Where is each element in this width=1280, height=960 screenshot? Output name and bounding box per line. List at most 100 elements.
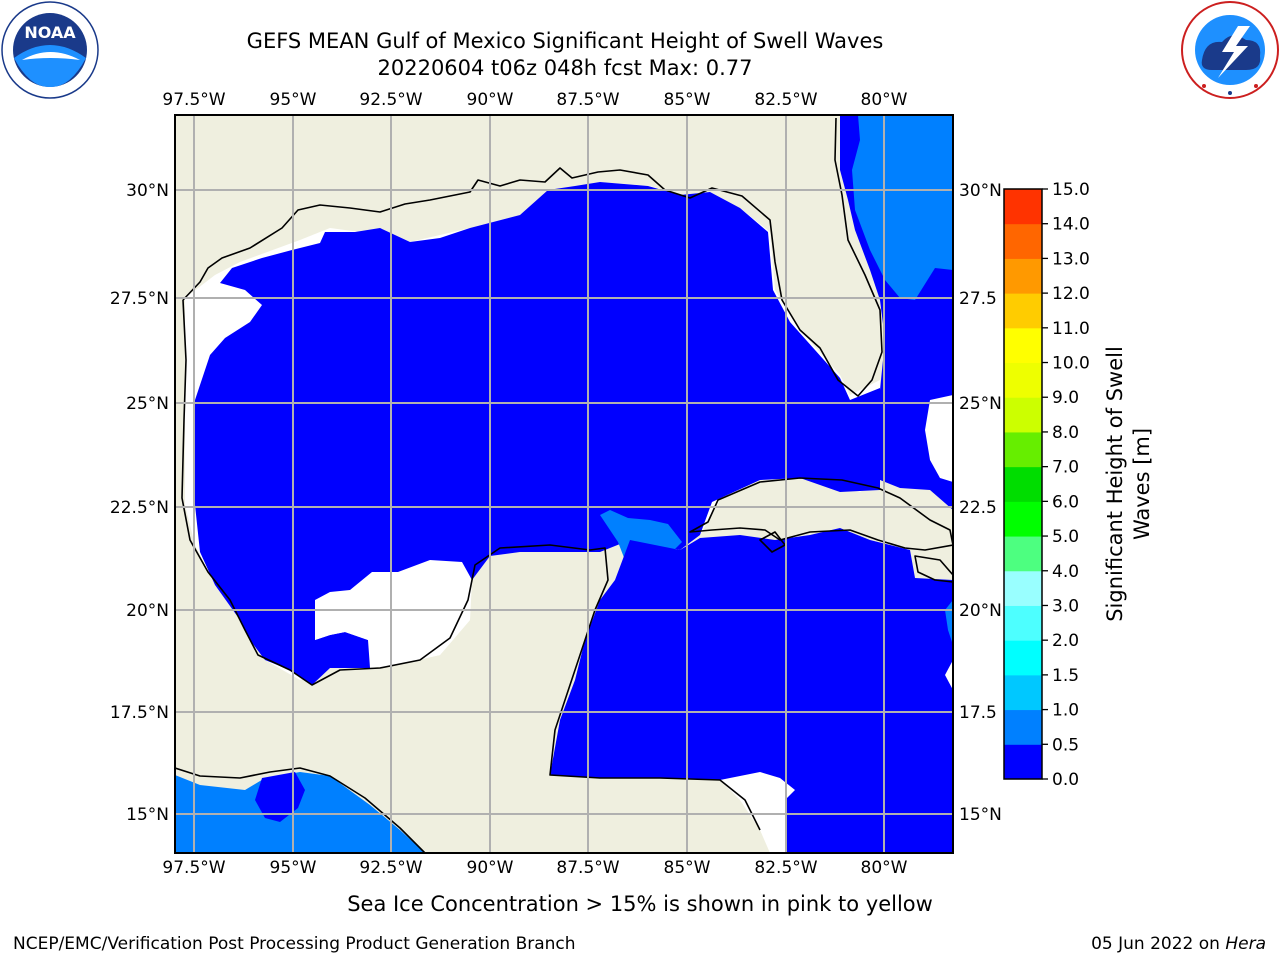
footer-credit: NCEP/EMC/Verification Post Processing Pr…	[13, 934, 576, 954]
colorbar-cell	[1004, 223, 1042, 259]
gridlines	[175, 115, 953, 853]
lat-labels-left: 30°N 27.5°N 25°N 22.5°N 20°N 17.5°N 15°N	[110, 181, 169, 825]
lat-label-left: 15°N	[126, 805, 169, 825]
noaa-logo: NOAA	[1, 1, 99, 99]
lon-label-top: 82.5°W	[754, 90, 817, 110]
gulf-nodata-yucatan	[315, 560, 472, 668]
lon-label-bottom: 87.5°W	[556, 858, 619, 878]
colorbar-cell	[1004, 605, 1042, 641]
colorbar-tick-label: 6.0	[1052, 492, 1079, 512]
lon-label-bottom: 90°W	[467, 858, 514, 878]
lat-label-left: 30°N	[126, 181, 169, 201]
colorbar-tick-label: 10.0	[1052, 354, 1090, 374]
lat-label-left: 22.5°N	[110, 498, 169, 518]
lat-label-right: 30°N	[959, 181, 1002, 201]
lat-label-left: 20°N	[126, 601, 169, 621]
lon-label-top: 87.5°W	[556, 90, 619, 110]
colorbar-tick-label: 1.5	[1052, 666, 1079, 686]
mexico-coastline	[181, 299, 761, 831]
atlantic-nodata	[925, 395, 953, 482]
colorbar-cell	[1004, 258, 1042, 294]
cuba-coastline	[689, 477, 953, 551]
colorbar-tick-label: 15.0	[1052, 180, 1090, 200]
lon-label-top: 90°W	[467, 90, 514, 110]
colorbar-cell	[1004, 640, 1042, 676]
colorbar-cell	[1004, 397, 1042, 433]
lat-label-right: 15°N	[959, 805, 1002, 825]
colorbar-cell	[1004, 189, 1042, 225]
colorbar-tick-label: 13.0	[1052, 249, 1090, 269]
colorbar-tick-label: 8.0	[1052, 423, 1079, 443]
gulf-coastline	[182, 117, 883, 397]
lat-label-right: 17.5	[959, 703, 997, 723]
hispaniola-coastline	[914, 555, 953, 583]
colorbar-cell	[1004, 570, 1042, 606]
colorbar-cell	[1004, 744, 1042, 780]
lon-label-bottom: 95°W	[270, 858, 317, 878]
lon-label-bottom: 82.5°W	[754, 858, 817, 878]
colorbar-tick-label: 7.0	[1052, 458, 1079, 478]
noaa-logo-text: NOAA	[24, 23, 76, 42]
lon-label-top: 85°W	[664, 90, 711, 110]
map-panel	[174, 114, 954, 854]
lon-label-bottom: 97.5°W	[162, 858, 225, 878]
lon-label-bottom: 85°W	[664, 858, 711, 878]
colorbar-tick-label: 2.0	[1052, 631, 1079, 651]
colorbar-cell	[1004, 293, 1042, 329]
colorbar-title-line2: Waves [m]	[1130, 428, 1154, 540]
lon-labels-bottom: 97.5°W 95°W 92.5°W 90°W 87.5°W 85°W 82.5…	[162, 858, 907, 878]
colorbar-title-line1: Significant Height of Swell	[1103, 346, 1127, 622]
colorbar-tick-label: 12.0	[1052, 284, 1090, 304]
colorbar-cell	[1004, 327, 1042, 364]
pacific-coastline	[175, 767, 426, 853]
lon-label-top: 80°W	[861, 90, 908, 110]
caribbean-nodata	[720, 772, 795, 853]
colorbar-cell	[1004, 536, 1042, 572]
colorbar-tick-label: 3.0	[1052, 596, 1079, 616]
colorbar-frame	[1003, 188, 1043, 780]
footer-date: 05 Jun 2022 on Hera	[1091, 934, 1266, 954]
lat-label-right: 27.5	[959, 289, 997, 309]
caribbean-nodata-east	[945, 660, 953, 690]
colorbar-tick-label: 0.5	[1052, 735, 1079, 755]
gulf-ocean-low-swell	[195, 182, 880, 685]
lat-labels-right: 30°N 27.5 25°N 22.5 20°N 17.5 15°N	[959, 181, 1002, 825]
atlantic-moderate-swell	[852, 115, 953, 300]
colorbar: 0.0 0.5 1.0 1.5 2.0 3.0 4.0 5.0 6.0 7.0 8.0 9.0 10.0…	[1003, 180, 1154, 790]
lon-label-top: 92.5°W	[359, 90, 422, 110]
colorbar-tick-label: 9.0	[1052, 388, 1079, 408]
pacific-moderate-swell	[175, 772, 425, 853]
colorbar-tick-label: 14.0	[1052, 215, 1090, 235]
colorbar-cell	[1004, 501, 1042, 537]
colorbar-cells	[1004, 189, 1042, 780]
colorbar-tick-label: 5.0	[1052, 527, 1079, 547]
lon-label-top: 97.5°W	[162, 90, 225, 110]
nws-logo	[1181, 1, 1279, 99]
lat-label-right: 20°N	[959, 601, 1002, 621]
lat-label-right: 22.5	[959, 498, 997, 518]
sea-ice-note: Sea Ice Concentration > 15% is shown in …	[347, 892, 933, 916]
chart-title: GEFS MEAN Gulf of Mexico Significant Hei…	[247, 29, 884, 53]
colorbar-tick-label: 1.0	[1052, 701, 1079, 721]
lon-label-top: 95°W	[270, 90, 317, 110]
lon-label-bottom: 92.5°W	[359, 858, 422, 878]
lat-label-right: 25°N	[959, 394, 1002, 414]
colorbar-cell	[1004, 466, 1042, 502]
lon-label-bottom: 80°W	[861, 858, 908, 878]
caribbean-edge-moderate-swell	[945, 600, 953, 645]
lat-label-left: 27.5°N	[110, 289, 169, 309]
colorbar-tick-label: 4.0	[1052, 562, 1079, 582]
footer-date-host: Hera	[1225, 934, 1266, 954]
colorbar-cell	[1004, 362, 1042, 398]
lat-label-left: 25°N	[126, 394, 169, 414]
colorbar-tick-label: 11.0	[1052, 319, 1090, 339]
chart-subtitle: 20220604 t06z 048h fcst Max: 0.77	[378, 56, 753, 80]
lon-labels-top: 97.5°W 95°W 92.5°W 90°W 87.5°W 85°W 82.5…	[162, 90, 907, 110]
map-frame	[174, 114, 954, 854]
colorbar-title: Significant Height of Swell Waves [m]	[1103, 346, 1154, 622]
colorbar-cell	[1004, 709, 1042, 745]
lat-label-left: 17.5°N	[110, 703, 169, 723]
colorbar-ticks: 0.0 0.5 1.0 1.5 2.0 3.0 4.0 5.0 6.0 7.0 8.0 9.0 10.0…	[1042, 180, 1090, 790]
footer-date-prefix: 05 Jun 2022 on	[1091, 934, 1225, 954]
